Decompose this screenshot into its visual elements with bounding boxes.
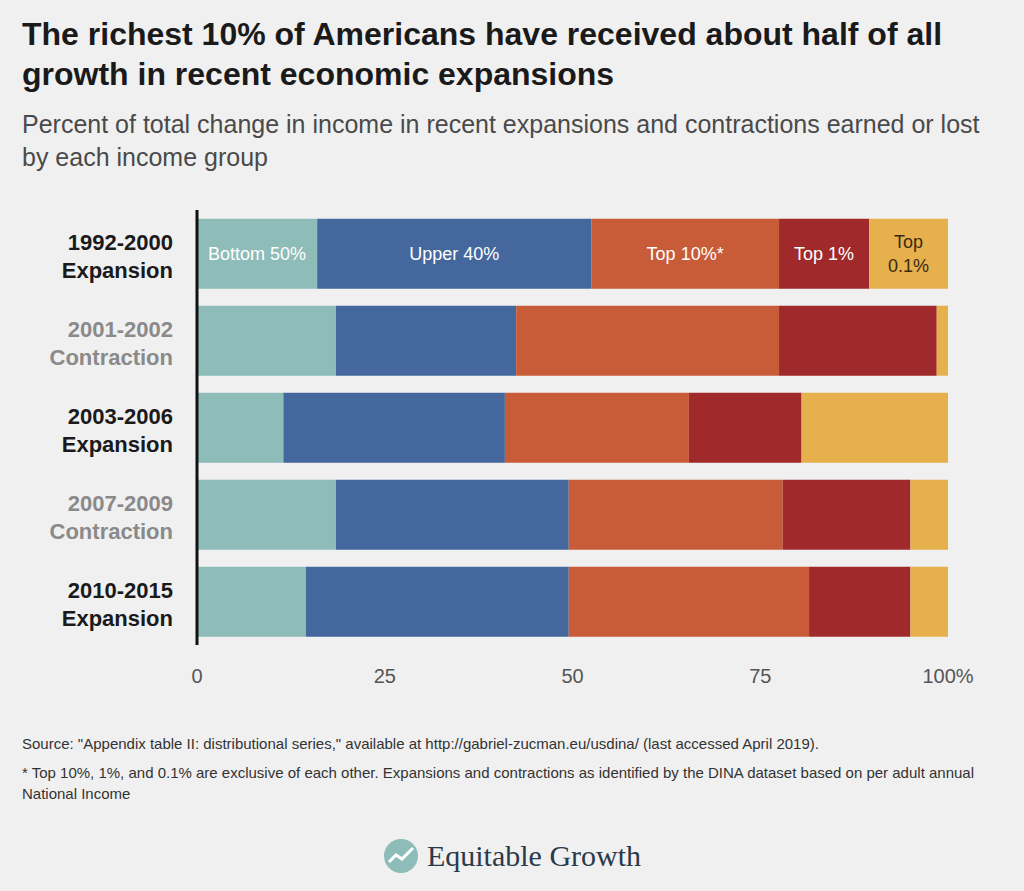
html-text:Percent of total change in inc: Percent of total change in income in rec… <box>22 110 980 171</box>
svg-text:2007-2009Contraction: 2007-2009Contraction <box>50 491 173 544</box>
svg-text:Top 1%: Top 1% <box>794 244 854 264</box>
svg-text:Bottom 50%: Bottom 50% <box>208 244 306 264</box>
svg-text:50: 50 <box>561 665 583 687</box>
html-text:The richest 10% of Americans h: The richest 10% of Americans have receiv… <box>22 16 942 92</box>
svg-text:Top 10%*: Top 10%* <box>647 244 724 264</box>
svg-text:0: 0 <box>191 665 202 687</box>
svg-text:25: 25 <box>374 665 396 687</box>
svg-text:Upper 40%: Upper 40% <box>409 244 499 264</box>
svg-text:75: 75 <box>749 665 771 687</box>
svg-text:2001-2002Contraction: 2001-2002Contraction <box>50 317 173 370</box>
html-text:Source: "Appendix table II: di: Source: "Appendix table II: distribution… <box>22 735 819 752</box>
svg-text:Top0.1%: Top0.1% <box>888 232 929 276</box>
html-text:Equitable Growth: Equitable Growth <box>426 839 642 872</box>
svg-text:1992-2000Expansion: 1992-2000Expansion <box>62 230 173 283</box>
html-text:* Top 10%, 1%, and 0.1% are ex: * Top 10%, 1%, and 0.1% are exclusive of… <box>22 764 974 802</box>
svg-text:2010-2015Expansion: 2010-2015Expansion <box>62 578 173 631</box>
svg-text:100%: 100% <box>922 665 973 687</box>
svg-text:2003-2006Expansion: 2003-2006Expansion <box>62 404 173 457</box>
